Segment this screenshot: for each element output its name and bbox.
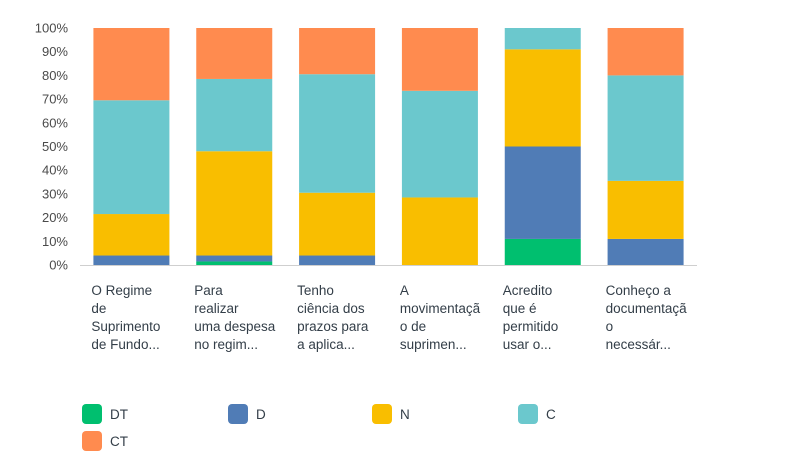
bar-segment-ct[interactable] — [196, 28, 273, 79]
bar-segment-ct[interactable] — [401, 28, 478, 91]
legend-item-n[interactable]: N — [372, 404, 410, 424]
x-tick-label: Tenho ciência dos prazos para a aplica... — [297, 283, 369, 352]
legend-label: C — [546, 406, 556, 422]
bar-segment-d[interactable] — [504, 146, 581, 239]
bar-segment-c[interactable] — [607, 75, 684, 181]
legend-label: N — [400, 406, 410, 422]
bar-segment-c[interactable] — [299, 74, 376, 193]
x-tick-label: Conheço a documentaçã o necessár... — [605, 283, 687, 352]
bar-segment-n[interactable] — [196, 151, 273, 256]
legend-swatch — [82, 431, 102, 451]
bar-segment-dt[interactable] — [504, 238, 581, 265]
y-tick-label: 60% — [42, 115, 68, 130]
bar-segment-c[interactable] — [93, 100, 170, 215]
bar-segment-d[interactable] — [299, 255, 376, 265]
legend-item-dt[interactable]: DT — [82, 404, 128, 424]
stacked-bar-chart: 0% 10% 20% 30% 40% 50% 60% 70% 80% 90% 100% — [35, 21, 697, 273]
legend-item-c[interactable]: C — [518, 404, 556, 424]
bar-segment-n[interactable] — [401, 197, 478, 265]
bar-segment-ct[interactable] — [607, 28, 684, 76]
bar-segment-c[interactable] — [401, 90, 478, 198]
x-tick-label: Acredito que é permitido usar o... — [502, 283, 559, 352]
bar-segment-n[interactable] — [504, 49, 581, 147]
legend-item-ct[interactable]: CT — [82, 431, 128, 451]
legend-swatch — [82, 404, 102, 424]
bar-segment-dt[interactable] — [196, 261, 273, 265]
legend-item-d[interactable]: D — [228, 404, 266, 424]
bar-segment-ct[interactable] — [93, 28, 170, 101]
y-tick-label: 90% — [42, 44, 68, 59]
y-tick-label: 100% — [35, 21, 69, 36]
legend-label: CT — [110, 433, 128, 449]
bar-segment-c[interactable] — [196, 78, 273, 152]
y-tick-label: 70% — [42, 92, 68, 107]
legend-label: D — [256, 406, 266, 422]
y-tick-label: 0% — [49, 258, 68, 273]
y-tick-label: 10% — [42, 234, 68, 249]
legend-swatch — [372, 404, 392, 424]
y-tick-label: 50% — [42, 139, 68, 154]
y-tick-label: 20% — [42, 210, 68, 225]
y-tick-label: 30% — [42, 186, 68, 201]
x-tick-label: O Regime de Suprimento de Fundo... — [91, 283, 161, 352]
y-tick-label: 40% — [42, 163, 68, 178]
bar-segment-d[interactable] — [607, 238, 684, 265]
bar-segment-d[interactable] — [196, 255, 273, 262]
legend-swatch — [518, 404, 538, 424]
legend-swatch — [228, 404, 248, 424]
y-tick-label: 80% — [42, 68, 68, 83]
bar-segment-ct[interactable] — [299, 28, 376, 75]
bar-segment-n[interactable] — [299, 192, 376, 256]
legend-label: DT — [110, 406, 128, 422]
bar-segment-d[interactable] — [93, 255, 170, 265]
bar-segment-c[interactable] — [504, 28, 581, 50]
x-tick-label: Para realizar uma despesa no regim... — [194, 283, 276, 352]
bar-segment-n[interactable] — [93, 214, 170, 256]
bar-segment-n[interactable] — [607, 180, 684, 239]
